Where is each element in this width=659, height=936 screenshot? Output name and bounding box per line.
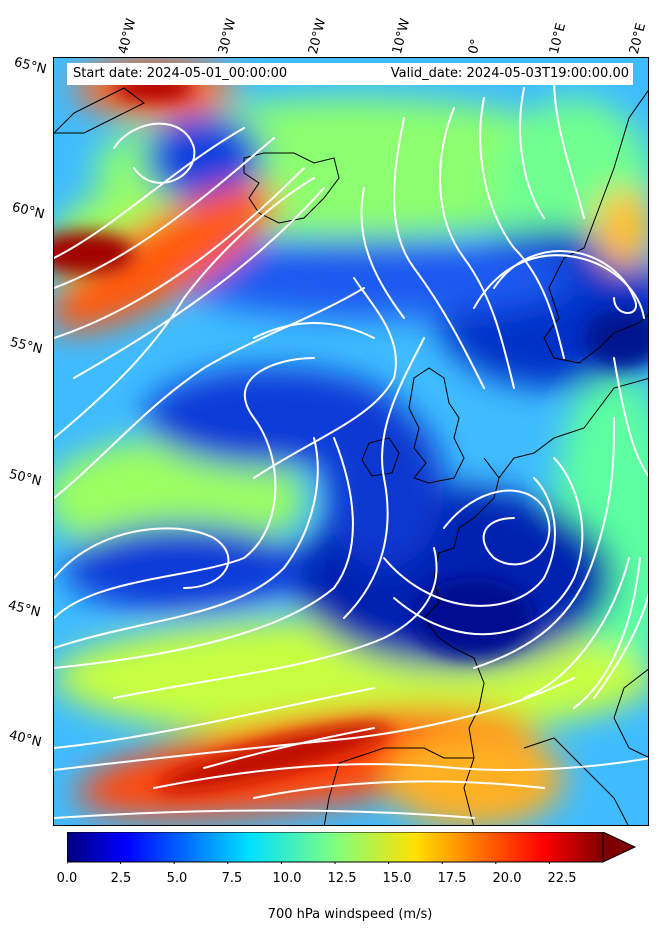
colorbar-tick-5: 5.0	[166, 871, 188, 886]
lat-label-45n: 45°N	[6, 598, 42, 621]
lat-label-55n: 55°N	[8, 335, 44, 358]
colorbar	[67, 832, 637, 864]
colorbar-tick-17-5: 17.5	[437, 871, 467, 886]
lon-label-30w: 30°W	[216, 17, 240, 56]
lat-label-50n: 50°N	[7, 467, 43, 490]
lon-label-20e: 20°E	[627, 21, 650, 56]
colorbar-tick-7-5: 7.5	[221, 871, 243, 886]
lat-label-40n: 40°N	[7, 728, 43, 751]
colorbar-tick-2-5: 2.5	[110, 871, 132, 886]
colorbar-extend-arrow	[602, 832, 637, 863]
windspeed-field	[54, 58, 648, 825]
lon-label-20w: 20°W	[306, 17, 330, 56]
colorbar-tick-20: 20.0	[492, 871, 522, 886]
lat-label-60n: 60°N	[10, 200, 46, 223]
lat-label-65n: 65°N	[12, 55, 48, 78]
lon-label-10w: 10°W	[390, 17, 414, 56]
lon-label-10e: 10°E	[547, 21, 570, 56]
lon-label-40w: 40°W	[116, 17, 140, 56]
lon-label-0: 0°	[466, 37, 485, 56]
colorbar-tick-15: 15.0	[382, 871, 412, 886]
streamlines	[54, 77, 648, 819]
colorbar-gradient	[67, 832, 604, 863]
colorbar-tick-0: 0.0	[56, 871, 78, 886]
start-date-label: Start date: 2024-05-01_00:00:00	[73, 66, 288, 81]
map-panel	[53, 57, 649, 826]
run-info-box: Start date: 2024-05-01_00:00:00 Valid_da…	[67, 63, 633, 85]
colorbar-title: 700 hPa windspeed (m/s)	[267, 907, 433, 922]
colorbar-tick-12-5: 12.5	[327, 871, 357, 886]
colorbar-tick-10: 10.0	[272, 871, 302, 886]
colorbar-tick-22-5: 22.5	[547, 871, 577, 886]
valid-date-label: Valid_date: 2024-05-03T19:00:00.00	[390, 66, 629, 81]
